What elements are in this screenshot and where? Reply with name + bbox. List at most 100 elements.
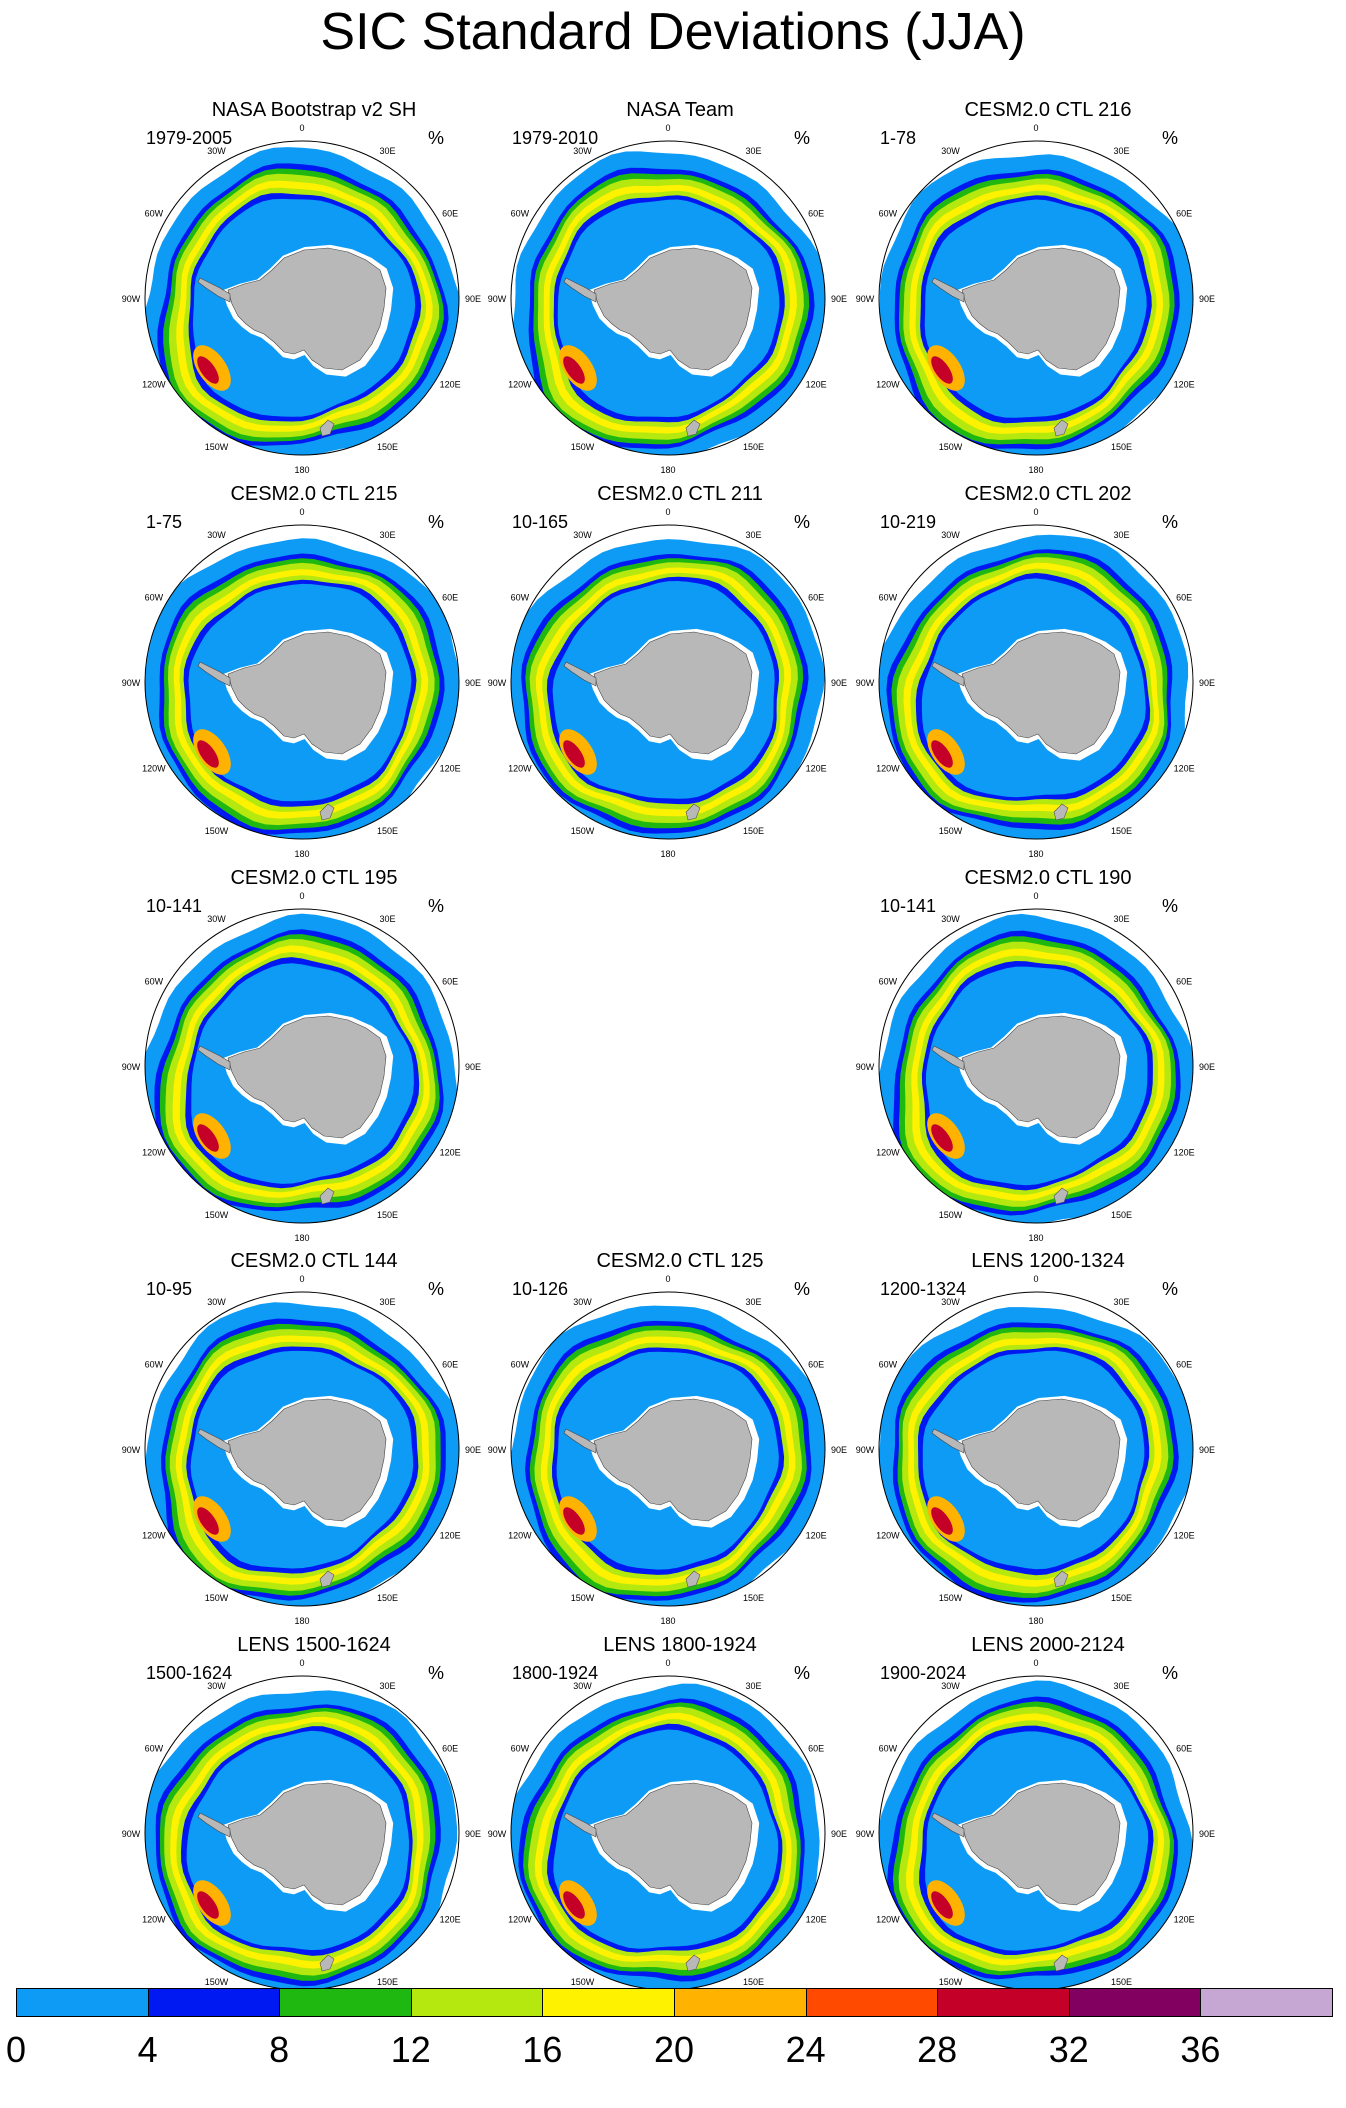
colorbar-tick-label: 28 bbox=[917, 2029, 958, 2070]
longitude-label: 90E bbox=[1199, 1445, 1215, 1455]
longitude-label: 120E bbox=[1174, 1148, 1195, 1158]
longitude-label: 30E bbox=[1113, 530, 1129, 540]
sic-hotspot-core bbox=[931, 356, 953, 384]
panel-title: CESM2.0 CTL 190 bbox=[964, 867, 1132, 889]
antarctic-peninsula-land bbox=[197, 1812, 231, 1838]
longitude-label: 180 bbox=[660, 849, 675, 859]
colorbar-box bbox=[937, 1988, 1070, 2017]
antarctic-peninsula-land bbox=[197, 1045, 231, 1071]
sic-hotspot-core bbox=[197, 1507, 219, 1535]
longitude-label: 120W bbox=[142, 764, 166, 774]
panel-title: NASA Bootstrap v2 SH bbox=[211, 99, 417, 121]
longitude-label: 60E bbox=[442, 1744, 458, 1754]
panel-years: 10-165 bbox=[512, 512, 569, 532]
longitude-label: 180 bbox=[1028, 465, 1043, 475]
longitude-label: 180 bbox=[1028, 1616, 1043, 1626]
antarctic-peninsula-land bbox=[563, 1812, 597, 1838]
longitude-label: 120E bbox=[806, 1915, 827, 1925]
antarctica-land bbox=[227, 1398, 387, 1522]
longitude-label: 90E bbox=[465, 1062, 481, 1072]
longitude-label: 150W bbox=[205, 826, 229, 836]
longitude-label: 30E bbox=[379, 146, 395, 156]
longitude-label: 120E bbox=[806, 764, 827, 774]
new-zealand-land bbox=[1053, 1570, 1069, 1588]
new-zealand-land bbox=[685, 1570, 701, 1588]
map-panel: CESM2.0 CTL 216 1-78% 0 30E 60E 90E 120E 150E 18… bbox=[856, 98, 1308, 481]
longitude-label: 0 bbox=[299, 1658, 304, 1668]
longitude-label: 60W bbox=[879, 977, 898, 987]
longitude-label: 150E bbox=[377, 1593, 398, 1603]
longitude-label: 60W bbox=[145, 977, 164, 987]
map-border bbox=[144, 1291, 460, 1607]
longitude-label: 120W bbox=[142, 380, 166, 390]
longitude-label: 90E bbox=[1199, 1829, 1215, 1839]
longitude-label: 120W bbox=[142, 1915, 166, 1925]
sic-hotspot-core bbox=[931, 1507, 953, 1535]
panel-units: % bbox=[1162, 1663, 1179, 1683]
longitude-label: 30E bbox=[1113, 146, 1129, 156]
map-panel: CESM2.0 CTL 211 10-165% 0 30E 60E 90E 120E 150E… bbox=[488, 482, 940, 865]
longitude-label: 90E bbox=[465, 1445, 481, 1455]
longitude-label: 0 bbox=[299, 123, 304, 133]
longitude-label: 120E bbox=[806, 1531, 827, 1541]
panel-title: LENS 1500-1624 bbox=[237, 1634, 391, 1656]
longitude-label: 90E bbox=[831, 1445, 847, 1455]
new-zealand-land bbox=[319, 1187, 335, 1205]
longitude-label: 30W bbox=[573, 530, 592, 540]
longitude-label: 60E bbox=[1176, 1360, 1192, 1370]
map-border bbox=[510, 1291, 826, 1607]
longitude-label: 0 bbox=[299, 507, 304, 517]
panel-units: % bbox=[794, 1279, 811, 1299]
panel-units: % bbox=[794, 128, 811, 148]
longitude-label: 120W bbox=[876, 380, 900, 390]
longitude-label: 90E bbox=[465, 678, 481, 688]
panel-years: 1200-1324 bbox=[880, 1279, 967, 1299]
colorbar-tick-label: 12 bbox=[390, 2029, 431, 2070]
longitude-label: 150W bbox=[939, 442, 963, 452]
longitude-label: 90W bbox=[488, 294, 507, 304]
longitude-label: 150E bbox=[1111, 1593, 1132, 1603]
colorbar-tick-label: 16 bbox=[522, 2029, 563, 2070]
antarctica-land bbox=[227, 1015, 387, 1139]
map-panel: LENS 1800-1924 1800-1924% 0 30E 60E 90E 120E 15… bbox=[488, 1633, 940, 2016]
panel-years: 10-95 bbox=[146, 1279, 193, 1299]
colorbar-box bbox=[16, 1988, 149, 2017]
longitude-label: 120E bbox=[440, 1148, 461, 1158]
longitude-label: 90E bbox=[831, 1829, 847, 1839]
longitude-label: 90E bbox=[465, 294, 481, 304]
longitude-label: 150E bbox=[1111, 826, 1132, 836]
longitude-label: 150E bbox=[1111, 442, 1132, 452]
colorbar-box bbox=[805, 1988, 939, 2017]
panel-years: 10-141 bbox=[880, 896, 937, 916]
panel-units: % bbox=[1162, 1279, 1179, 1299]
new-zealand-land bbox=[1053, 803, 1069, 821]
longitude-label: 150E bbox=[377, 442, 398, 452]
longitude-label: 120W bbox=[142, 1531, 166, 1541]
longitude-label: 120E bbox=[806, 380, 827, 390]
longitude-label: 60W bbox=[511, 1360, 530, 1370]
colorbar-box bbox=[542, 1988, 675, 2017]
antarctica-land bbox=[593, 631, 753, 755]
longitude-label: 120E bbox=[440, 764, 461, 774]
longitude-label: 90W bbox=[856, 678, 875, 688]
antarctic-peninsula-land bbox=[931, 661, 965, 687]
longitude-label: 60E bbox=[808, 593, 824, 603]
longitude-label: 60E bbox=[1176, 977, 1192, 987]
longitude-label: 150E bbox=[377, 1977, 398, 1987]
longitude-label: 90W bbox=[122, 678, 141, 688]
longitude-label: 90W bbox=[122, 1445, 141, 1455]
panel-title: CESM2.0 CTL 216 bbox=[964, 99, 1132, 121]
longitude-label: 120E bbox=[440, 1531, 461, 1541]
longitude-label: 30W bbox=[941, 914, 960, 924]
panel-title: CESM2.0 CTL 195 bbox=[230, 867, 398, 889]
colorbar-box bbox=[674, 1988, 807, 2017]
panel-years: 1-75 bbox=[146, 512, 183, 532]
new-zealand-land bbox=[685, 803, 701, 821]
longitude-label: 180 bbox=[294, 1233, 309, 1243]
longitude-label: 30E bbox=[1113, 1681, 1129, 1691]
longitude-label: 0 bbox=[1033, 1658, 1038, 1668]
panel-years: 10-126 bbox=[512, 1279, 569, 1299]
